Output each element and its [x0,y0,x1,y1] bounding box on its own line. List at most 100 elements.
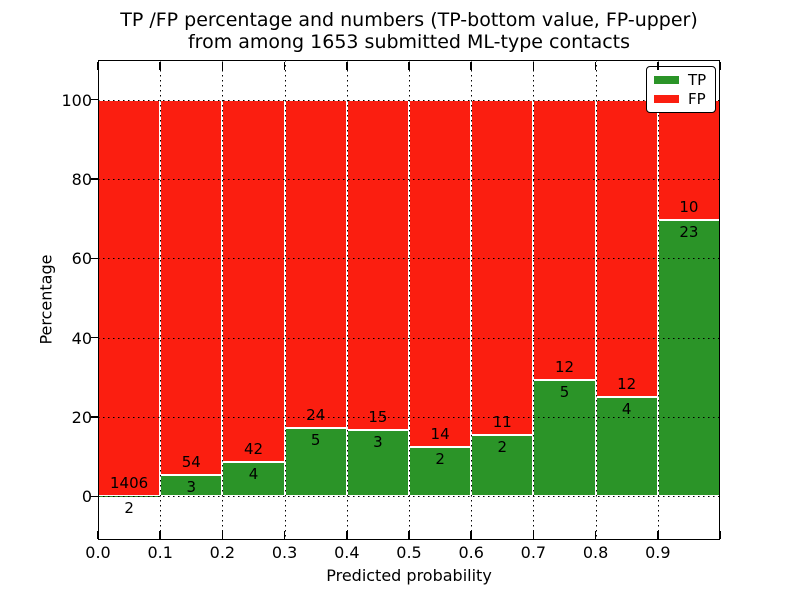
x-tick-label: 0.6 [458,543,484,562]
fp-bar-segment [346,99,409,431]
tp-count-label: 4 [248,464,259,483]
tp-bar-segment [98,495,161,497]
fp-count-label: 54 [181,453,201,472]
tp-count-label: 2 [497,438,508,457]
x-tick-top [470,61,472,70]
x-tick-label: 0.7 [520,543,547,562]
tp-count-label: 5 [310,430,321,449]
h-gridline [98,258,720,260]
x-tick-top [97,61,99,70]
x-tick-bottom [470,531,472,539]
fp-count-label: 12 [554,357,575,376]
x-tick-top [532,61,535,70]
y-tick-label: 20 [71,408,92,428]
v-gridline [595,60,597,540]
x-axis-label: Predicted probability [326,566,492,585]
fp-bar-segment [222,99,285,462]
fp-count-label: 24 [306,405,326,424]
fp-bar-segment [98,99,161,496]
tp-count-label: 4 [621,400,632,419]
x-tick-top [159,61,161,70]
fp-count-label: 10 [679,197,699,216]
y-tick-label: 80 [71,170,92,189]
y-tick-left [90,495,98,498]
y-tick-label: 40 [71,328,92,348]
x-tick-label: 0.3 [271,543,298,562]
y-tick-left [90,336,98,339]
x-tick-top [346,61,348,70]
x-tick-bottom [159,531,161,539]
y-tick-label: 0 [81,487,92,507]
x-tick-label: 0.2 [209,543,236,562]
x-tick-bottom [657,531,659,539]
legend-swatch-tp [654,76,679,84]
legend-swatch-fp [654,95,679,103]
x-tick-bottom [532,531,535,539]
y-axis-label: Percentage [36,254,56,345]
fp-count-label: 12 [617,375,637,394]
v-gridline [409,60,410,540]
chart-title-line2: from among 1653 submitted ML-type contac… [187,31,631,53]
tp-count-label: 3 [186,478,197,497]
x-tick-label: 0.0 [85,543,111,562]
fp-count-label: 15 [368,408,388,427]
x-tick-bottom [719,531,721,539]
legend-entry-fp: FP [654,91,708,107]
y-tick-left [90,98,98,101]
tp-bar-segment [284,427,347,497]
x-tick-top [283,61,286,70]
fp-bar-segment [471,99,534,436]
x-tick-label: 0.4 [334,543,360,562]
h-gridline [98,179,720,180]
fp-count-label: 14 [430,424,450,443]
fp-count-label: 42 [243,439,264,458]
h-gridline [98,99,720,101]
h-gridline [98,417,720,419]
x-tick-label: 0.8 [582,543,609,562]
x-tick-label: 0.9 [645,543,671,562]
y-tick-left [90,416,98,418]
x-tick-label: 0.1 [147,543,173,562]
x-tick-top [594,61,597,70]
tp-count-label: 2 [435,449,445,468]
v-gridline [657,60,659,540]
v-gridline [222,60,224,540]
x-tick-top [408,61,410,70]
tp-bar-segment [595,397,658,497]
y-tick-left [90,178,98,180]
fp-count-label: 11 [492,413,512,432]
legend-label-tp: TP [688,71,707,89]
x-tick-top [719,61,721,70]
fp-bar-segment [595,99,658,398]
tp-count-label: 23 [679,222,699,241]
x-tick-bottom [408,531,410,539]
v-gridline [533,60,535,540]
tp-count-label: 3 [373,433,383,452]
v-gridline [471,60,473,540]
x-tick-bottom [594,531,597,539]
x-tick-top [221,61,224,70]
y-tick-label: 60 [71,249,92,269]
legend-entry-tp: TP [654,72,708,88]
legend: TP FP [646,66,716,113]
v-gridline [160,60,162,540]
h-gridline [98,337,720,339]
x-tick-bottom [97,531,99,539]
x-tick-bottom [283,531,286,539]
x-tick-label: 0.5 [396,543,422,562]
x-tick-top [657,61,659,70]
x-tick-bottom [346,531,348,539]
fp-bar-segment [284,99,347,428]
y-tick-label: 100 [61,90,92,110]
fp-count-label: 1406 [110,473,149,492]
tp-bar-segment [657,219,720,497]
v-gridline [346,60,348,540]
chart-title: TP /FP percentage and numbers (TP-bottom… [9,9,800,53]
legend-label-fp: FP [688,90,706,108]
fp-bar-segment [160,99,223,476]
y-tick-left [90,257,98,260]
fp-bar-segment [409,99,472,447]
v-gridline [284,60,286,540]
tp-count-label: 2 [124,498,134,517]
